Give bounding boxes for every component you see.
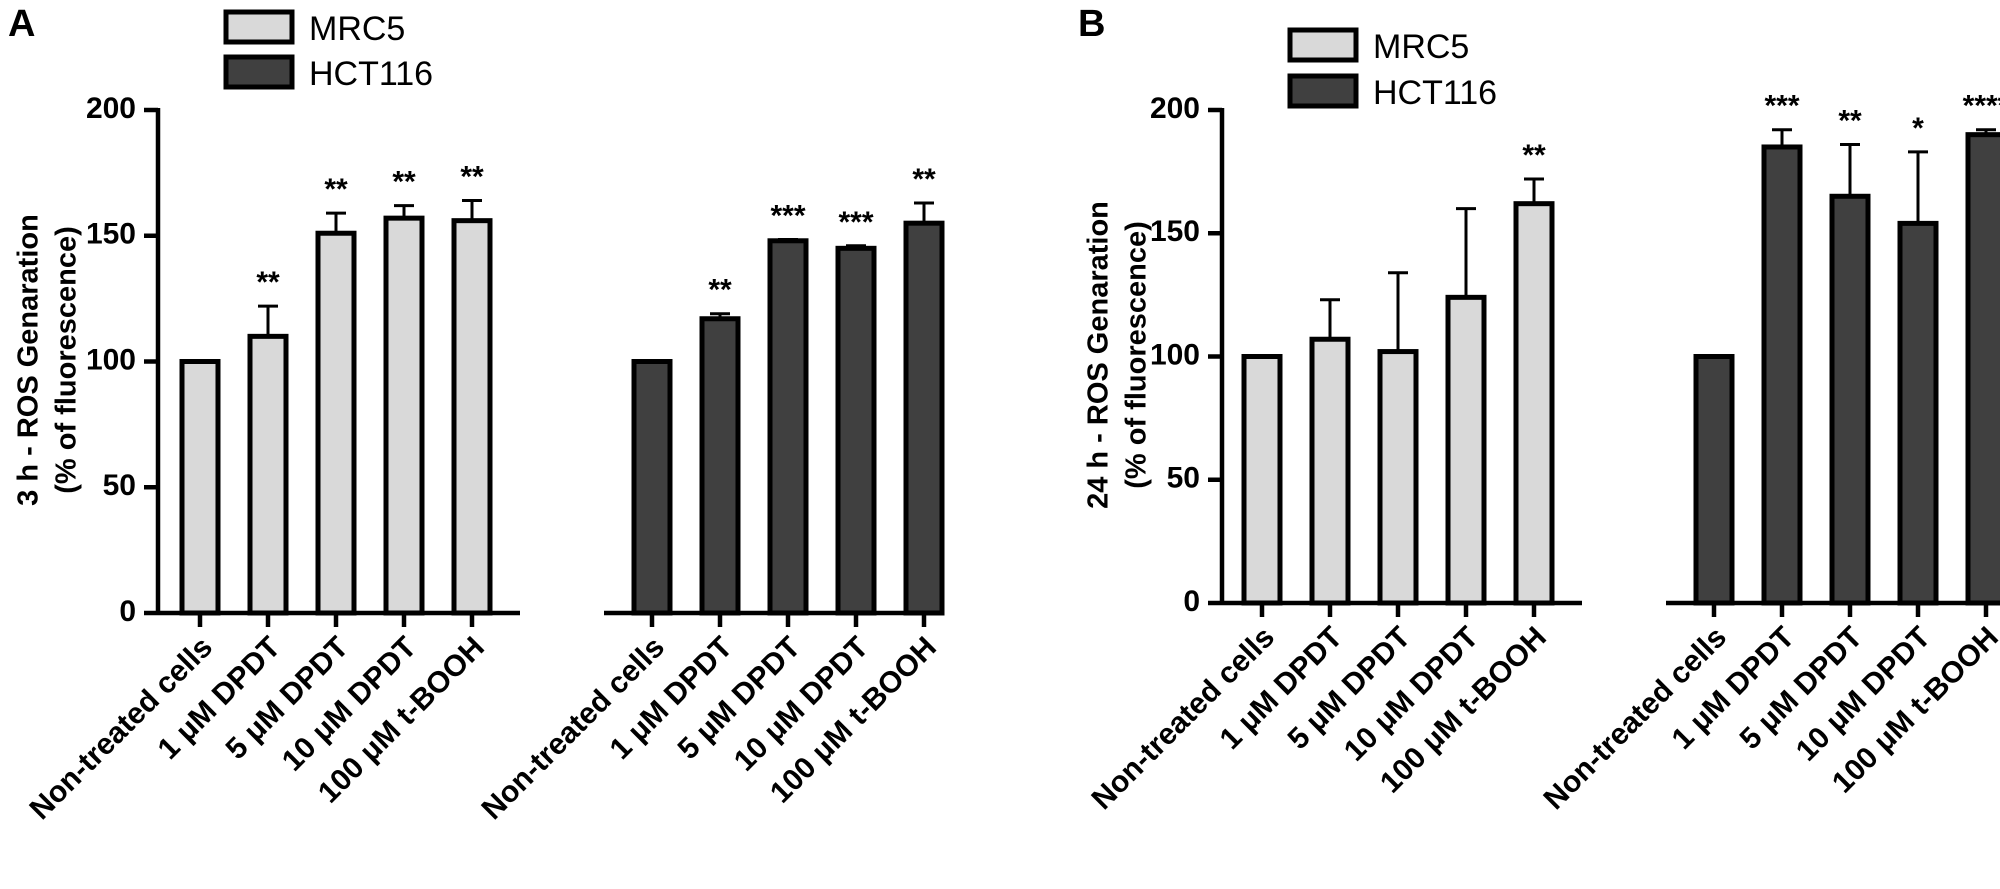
bar-hct116 [1693, 354, 1735, 606]
bar-mrc5 [1377, 349, 1419, 606]
significance-label: ** [256, 266, 280, 299]
legend-swatch-mrc5 [223, 9, 295, 45]
y-tick-label: 150 [86, 218, 136, 251]
y-axis-label-units: (% of fluorescence) [51, 226, 83, 494]
bar-mrc5 [1513, 201, 1555, 606]
bar-hct116 [767, 238, 809, 616]
bar-hct116 [699, 316, 741, 616]
chart-panel-b: B MRC5 HCT116 24 h - ROS Genaration (% of fl… [1078, 3, 2000, 816]
legend-swatch-mrc5 [1287, 27, 1359, 63]
chart-panel-a: A MRC5 HCT116 3 h - ROS Genaration (% of flu… [8, 3, 945, 826]
panel-letter: A [8, 3, 35, 45]
bar-mrc5 [247, 333, 289, 616]
significance-label: ** [460, 161, 484, 194]
bar-mrc5 [383, 215, 425, 616]
legend-label-mrc5: MRC5 [1373, 28, 1469, 66]
bar-hct116 [1897, 220, 1939, 606]
legend-label-hct116: HCT116 [1373, 74, 1497, 112]
significance-label: ** [912, 163, 936, 196]
bar-hct116 [1965, 132, 2000, 606]
significance-label: ** [1838, 105, 1862, 138]
bar-mrc5 [1445, 294, 1487, 606]
bar-mrc5 [451, 218, 493, 616]
y-tick-label: 100 [1150, 338, 1200, 371]
y-axis-label-units: (% of fluorescence) [1121, 221, 1153, 489]
significance-label: ** [392, 166, 416, 199]
bar-mrc5 [1241, 354, 1283, 606]
legend-label-hct116: HCT116 [309, 55, 433, 93]
y-tick-label: 50 [1167, 462, 1200, 495]
significance-label: ** [708, 274, 732, 307]
y-tick-label: 100 [86, 343, 136, 376]
bar-mrc5 [1309, 336, 1351, 606]
y-tick-label: 50 [103, 469, 136, 502]
legend-swatch-hct116 [223, 54, 295, 90]
significance-label: *** [838, 206, 873, 239]
significance-label: ** [1522, 139, 1546, 172]
bar-hct116 [1761, 144, 1803, 606]
y-axis-label: 3 h - ROS Genaration [13, 214, 45, 506]
y-tick-label: 0 [1183, 585, 1200, 618]
significance-label: *** [1764, 90, 1799, 123]
y-tick-label: 200 [86, 92, 136, 125]
significance-label: *** [770, 200, 805, 233]
legend-label-mrc5: MRC5 [309, 10, 405, 48]
bar-mrc5 [315, 230, 357, 616]
legend-swatch-hct116 [1287, 73, 1359, 109]
significance-label: **** [1963, 90, 2000, 123]
bar-hct116 [631, 359, 673, 616]
y-tick-label: 150 [1150, 215, 1200, 248]
bar-hct116 [903, 220, 945, 616]
bar-mrc5 [179, 359, 221, 616]
y-tick-label: 0 [119, 595, 136, 628]
bar-hct116 [835, 245, 877, 616]
significance-label: ** [324, 173, 348, 206]
bar-hct116 [1829, 193, 1871, 606]
y-tick-label: 200 [1150, 92, 1200, 125]
panel-letter: B [1078, 3, 1105, 45]
y-axis-label: 24 h - ROS Genaration [1083, 201, 1115, 509]
significance-label: * [1912, 112, 1924, 145]
